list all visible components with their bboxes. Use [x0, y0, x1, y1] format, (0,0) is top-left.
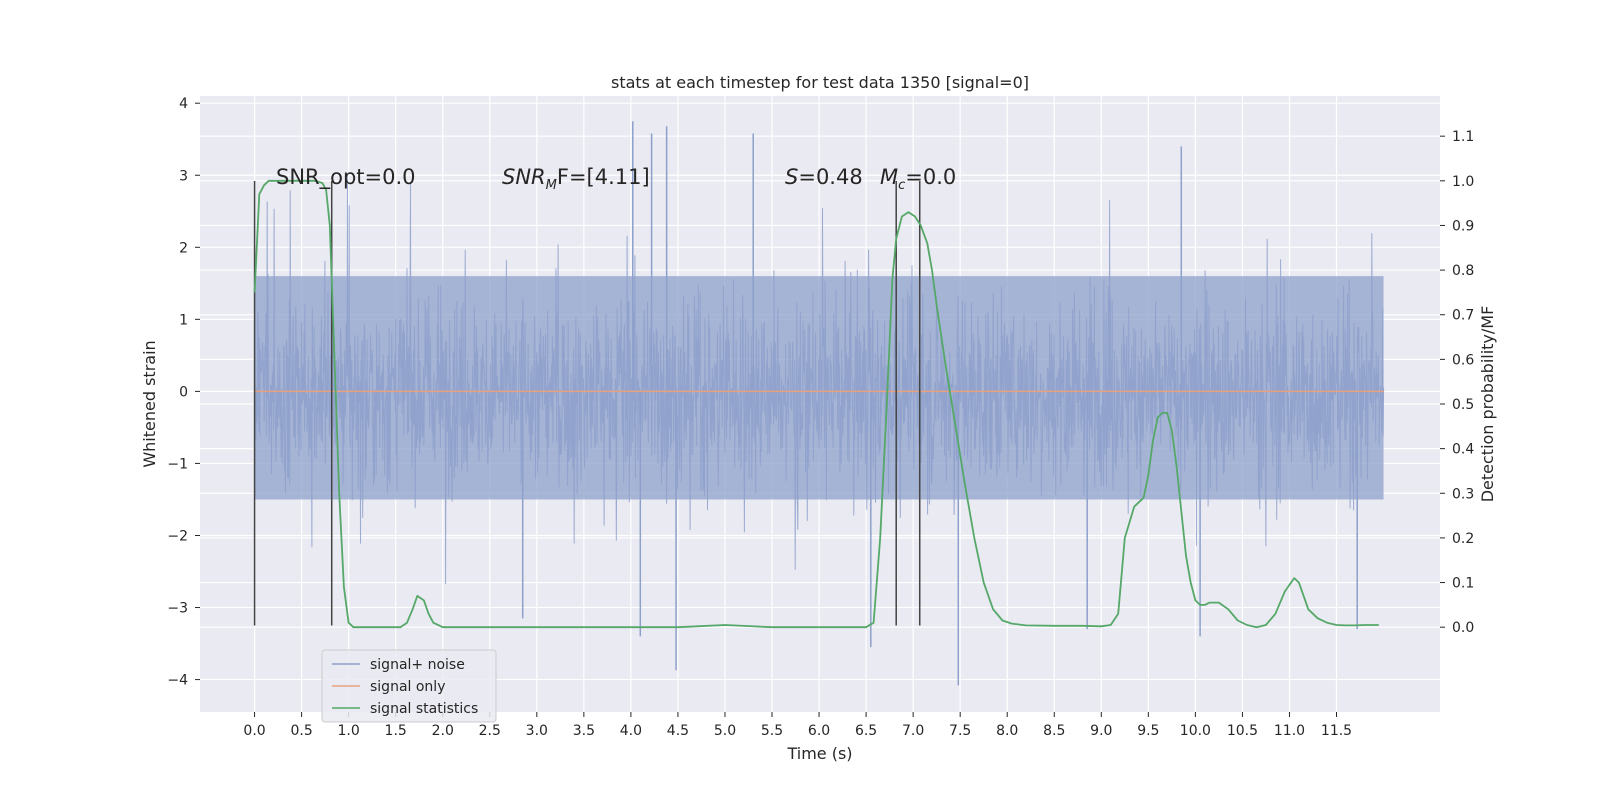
y-tick-label-right: 1.1	[1452, 129, 1474, 145]
y-tick-label-right: 0.1	[1452, 576, 1474, 592]
x-tick-label: 6.5	[855, 723, 877, 739]
x-tick-label: 10.0	[1180, 723, 1211, 739]
x-tick-label: 7.0	[902, 723, 924, 739]
y-axis-label-left: Whitened strain	[140, 340, 159, 467]
x-tick-label: 0.0	[243, 723, 265, 739]
y-tick-label-right: 0.5	[1452, 397, 1474, 413]
noise-dense-band	[254, 276, 1384, 500]
legend: signal+ noise signal only signal statist…	[321, 649, 497, 723]
x-tick-label: 5.5	[761, 723, 783, 739]
annotation-snr-mf-value: F=[4.11]	[557, 165, 650, 189]
y-tick-label-left: 4	[179, 96, 188, 112]
x-tick-label: 3.5	[573, 723, 595, 739]
vertical-markers	[253, 181, 921, 626]
signal-statistics-line	[253, 179, 1379, 629]
annotation-s-value: =0.48	[798, 165, 862, 189]
x-tick-label: 2.0	[432, 723, 454, 739]
y-tick-label-right: 0.8	[1452, 263, 1474, 279]
x-tick-label: 9.0	[1090, 723, 1112, 739]
x-tick-label: 1.0	[338, 723, 360, 739]
y-tick-label-right: 1.0	[1452, 174, 1474, 190]
legend-box	[321, 649, 497, 723]
x-tick-label: 11.5	[1321, 723, 1352, 739]
y-tick-label-left: −4	[167, 673, 188, 689]
annotations: SNR_opt=0.0 SNRMF=[4.11] S=0.48 Mc=0.0	[276, 165, 956, 193]
series-signal-noise	[254, 121, 1385, 686]
y-tick-label-left: 3	[179, 168, 188, 184]
y-tick-label-left: 2	[179, 240, 188, 256]
y-tick-label-left: 0	[179, 384, 188, 400]
legend-label-signal-statistics: signal statistics	[370, 701, 478, 717]
x-tick-label: 2.5	[479, 723, 501, 739]
y-tick-label-right: 0.6	[1452, 352, 1474, 368]
legend-label-signal-noise: signal+ noise	[370, 657, 465, 673]
annotation-mc-symbol: M	[880, 165, 898, 189]
x-tick-label: 5.0	[714, 723, 736, 739]
annotation-s: S=0.48	[785, 165, 863, 189]
annotation-snr-mf: SNRMF=[4.11]	[502, 165, 650, 193]
y-tick-label-right: 0.4	[1452, 442, 1474, 458]
x-tick-label: 1.5	[385, 723, 407, 739]
x-tick-label: 6.0	[808, 723, 830, 739]
y-axis-label-right: Detection probability/MF	[1478, 306, 1497, 503]
x-tick-label: 9.5	[1137, 723, 1159, 739]
annotation-snr-mf-symbol: SNR	[502, 165, 546, 189]
annotation-s-symbol: S	[785, 165, 798, 189]
y-tick-label-right: 0.2	[1452, 531, 1474, 547]
x-tick-label: 8.5	[1043, 723, 1065, 739]
y-tick-label-left: −2	[167, 528, 188, 544]
x-tick-label: 8.0	[996, 723, 1018, 739]
x-tick-label: 7.5	[949, 723, 971, 739]
y-tick-label-left: −1	[167, 456, 188, 472]
y-tick-label-left: 1	[179, 312, 188, 328]
x-tick-label: 10.5	[1227, 723, 1258, 739]
y-tick-label-right: 0.0	[1452, 620, 1474, 636]
x-tick-label: 4.0	[620, 723, 642, 739]
x-tick-label: 0.5	[290, 723, 312, 739]
chart-title: stats at each timestep for test data 135…	[611, 73, 1029, 92]
annotation-mc-value: =0.0	[905, 165, 956, 189]
y-tick-label-right: 0.9	[1452, 218, 1474, 234]
annotation-mc-subscript: c	[898, 178, 905, 193]
series-signal-statistics	[253, 179, 1379, 629]
x-tick-label: 11.0	[1274, 723, 1305, 739]
y-tick-label-right: 0.3	[1452, 486, 1474, 502]
legend-label-signal-only: signal only	[370, 679, 445, 695]
y-tick-label-right: 0.7	[1452, 308, 1474, 324]
x-axis-label: Time (s)	[786, 744, 852, 763]
y-tick-label-left: −3	[167, 601, 188, 617]
annotation-snr-opt: SNR_opt=0.0	[276, 165, 416, 190]
axis-ticks: 0.0 0.5 1.0 1.5 2.0 2.5 3.0 3.5 4.0 4.5 5.0 5.5 6.0 6…	[167, 96, 1474, 739]
annotation-mc: Mc=0.0	[880, 165, 956, 193]
x-tick-label: 4.5	[667, 723, 689, 739]
annotation-snr-mf-subscript: M	[546, 178, 557, 193]
x-tick-label: 3.0	[526, 723, 548, 739]
